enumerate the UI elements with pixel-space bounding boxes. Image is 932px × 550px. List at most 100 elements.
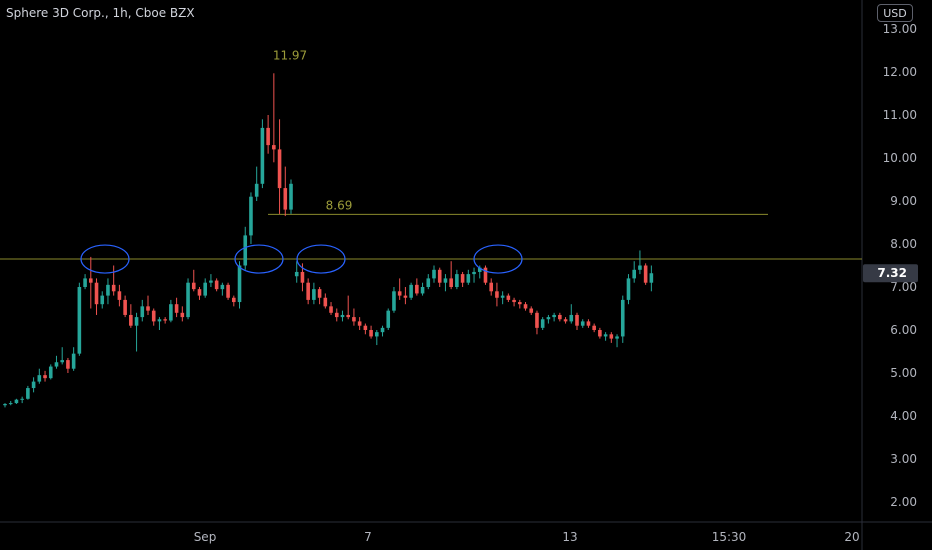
candle-body[interactable]: [380, 327, 385, 333]
candle-body[interactable]: [575, 314, 579, 326]
candle-body[interactable]: [146, 306, 150, 311]
candle-body[interactable]: [415, 284, 419, 294]
candle-body[interactable]: [626, 278, 631, 300]
candle-body[interactable]: [563, 319, 568, 322]
candle-body[interactable]: [43, 375, 47, 379]
candle-body[interactable]: [346, 314, 350, 318]
candle-body[interactable]: [403, 295, 408, 298]
candle-body[interactable]: [294, 271, 299, 277]
candle-body[interactable]: [643, 265, 648, 283]
candle-body[interactable]: [306, 282, 310, 300]
candle-body[interactable]: [48, 366, 53, 379]
candle-body[interactable]: [71, 353, 76, 369]
candle-body[interactable]: [151, 310, 156, 322]
candle-body[interactable]: [420, 287, 425, 294]
candle-body[interactable]: [37, 375, 42, 382]
candle-body[interactable]: [552, 314, 556, 318]
candle-body[interactable]: [477, 267, 482, 272]
candle-body[interactable]: [649, 273, 654, 283]
candle-body[interactable]: [357, 321, 362, 326]
candle-body[interactable]: [443, 278, 448, 283]
candle-body[interactable]: [289, 183, 293, 210]
candle-body[interactable]: [580, 321, 585, 326]
candle-body[interactable]: [483, 267, 488, 283]
candle-body[interactable]: [134, 317, 139, 326]
candle-body[interactable]: [609, 334, 614, 339]
candle-body[interactable]: [638, 265, 642, 270]
candle-body[interactable]: [111, 284, 116, 292]
candle-body[interactable]: [214, 280, 219, 290]
candle-body[interactable]: [455, 274, 459, 287]
candle-body[interactable]: [632, 269, 636, 279]
candle-body[interactable]: [558, 314, 562, 320]
candle-body[interactable]: [317, 289, 322, 298]
candle-body[interactable]: [226, 284, 230, 298]
candle-body[interactable]: [540, 319, 545, 328]
candle-body[interactable]: [94, 282, 99, 305]
candle-body[interactable]: [8, 403, 13, 405]
candle-body[interactable]: [615, 336, 619, 339]
candle-body[interactable]: [89, 278, 93, 283]
candle-body[interactable]: [203, 282, 207, 296]
candle-body[interactable]: [363, 325, 368, 330]
candle-body[interactable]: [523, 304, 528, 309]
candle-body[interactable]: [340, 314, 345, 318]
candle-body[interactable]: [300, 271, 305, 283]
candle-body[interactable]: [220, 284, 225, 290]
candle-body[interactable]: [123, 299, 127, 315]
resistance-touch-circle[interactable]: [296, 244, 346, 274]
candle-body[interactable]: [472, 271, 476, 275]
candle-body[interactable]: [323, 297, 328, 307]
candle-body[interactable]: [392, 291, 396, 311]
candle-body[interactable]: [283, 188, 288, 210]
candle-body[interactable]: [272, 145, 276, 150]
candle-body[interactable]: [518, 302, 522, 305]
candle-body[interactable]: [191, 282, 196, 290]
candle-body[interactable]: [592, 325, 596, 330]
candle-body[interactable]: [180, 312, 185, 318]
candle-body[interactable]: [260, 127, 265, 184]
candle-body[interactable]: [466, 274, 471, 283]
candle-body[interactable]: [169, 304, 173, 321]
candle-body[interactable]: [512, 299, 516, 303]
candle-body[interactable]: [77, 287, 82, 354]
candle-body[interactable]: [437, 269, 442, 283]
candle-body[interactable]: [334, 312, 339, 318]
candle-body[interactable]: [20, 398, 24, 400]
candle-body[interactable]: [14, 399, 19, 404]
candle-body[interactable]: [60, 360, 64, 363]
candle-body[interactable]: [3, 403, 7, 406]
candle-body[interactable]: [329, 306, 333, 313]
resistance-touch-circle[interactable]: [473, 244, 523, 274]
candle-body[interactable]: [449, 278, 453, 287]
candle-body[interactable]: [117, 291, 122, 300]
candle-body[interactable]: [312, 289, 316, 300]
candle-body[interactable]: [100, 295, 105, 305]
candle-body[interactable]: [26, 388, 30, 399]
candle-body[interactable]: [106, 284, 110, 296]
candle-body[interactable]: [569, 314, 574, 322]
resistance-touch-circle[interactable]: [234, 244, 284, 274]
candle-body[interactable]: [197, 289, 202, 296]
candle-body[interactable]: [620, 299, 625, 337]
candle-body[interactable]: [603, 334, 608, 337]
candle-body[interactable]: [426, 278, 431, 287]
currency-button[interactable]: USD: [877, 4, 913, 22]
candle-body[interactable]: [243, 235, 248, 266]
candle-body[interactable]: [209, 280, 213, 283]
candle-body[interactable]: [31, 381, 36, 389]
candle-body[interactable]: [352, 317, 356, 322]
candle-body[interactable]: [386, 310, 391, 328]
candle-body[interactable]: [163, 319, 167, 321]
candle-body[interactable]: [249, 196, 253, 236]
candle-body[interactable]: [397, 291, 402, 296]
candle-body[interactable]: [66, 360, 70, 369]
candle-body[interactable]: [83, 278, 87, 287]
candle-body[interactable]: [369, 330, 373, 337]
candle-body[interactable]: [535, 312, 539, 328]
candle-body[interactable]: [506, 295, 511, 300]
candle-body[interactable]: [157, 319, 162, 322]
candle-body[interactable]: [529, 308, 534, 313]
candle-body[interactable]: [495, 291, 499, 298]
